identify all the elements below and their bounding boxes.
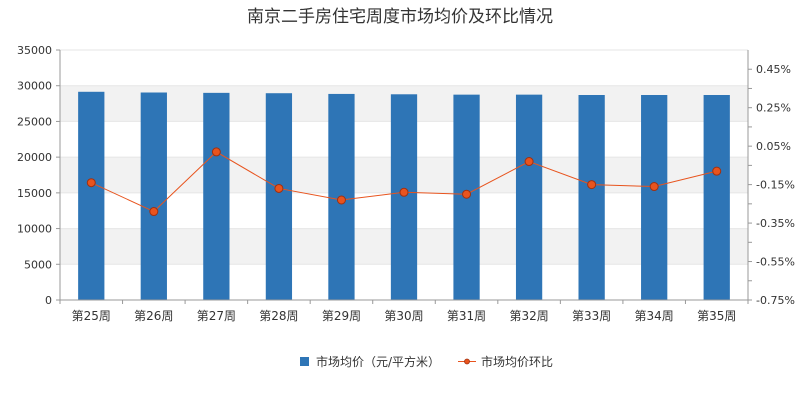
x-tick-label: 第33周 — [572, 309, 611, 323]
bar — [515, 94, 543, 301]
bar — [390, 94, 418, 301]
bar — [140, 92, 167, 300]
legend-line-marker — [464, 358, 470, 365]
legend: 市场均价（元/平方米） 市场均价环比 — [300, 354, 553, 369]
legend-line-label: 市场均价环比 — [481, 354, 553, 369]
x-tick-label: 第26周 — [134, 309, 173, 323]
bar — [578, 95, 605, 300]
bar — [265, 93, 293, 300]
right-tick-label: -0.15% — [756, 179, 795, 192]
legend-bar-swatch — [300, 357, 309, 366]
line-point — [336, 195, 346, 205]
right-axis: -0.75% -0.55% -0.35% -0.15% 0.05% 0.25% 0.45% — [747, 50, 795, 307]
line-point — [462, 189, 472, 199]
line-point — [149, 207, 159, 217]
line-point — [649, 182, 659, 192]
bar — [78, 91, 105, 301]
x-tick-label: 第32周 — [509, 309, 548, 323]
line-point — [274, 183, 284, 193]
left-tick-label: 0 — [45, 294, 52, 307]
bar — [203, 92, 230, 300]
bar-series — [78, 91, 730, 301]
x-axis: 第25周 第26周 第27周 第28周 第29周 第30周 第31周 第32周 第33周 第34周… — [59, 299, 749, 323]
x-tick-label: 第34周 — [635, 309, 674, 323]
line-point — [399, 187, 409, 197]
right-tick-label: -0.55% — [756, 256, 795, 269]
x-tick-label: 第25周 — [72, 309, 111, 323]
line-point — [587, 180, 597, 190]
left-tick-label: 30000 — [17, 80, 52, 93]
x-tick-label: 第35周 — [697, 309, 736, 323]
right-tick-label: 0.25% — [756, 102, 791, 115]
line-point — [712, 166, 722, 176]
left-tick-label: 10000 — [17, 223, 52, 236]
grid-band — [60, 50, 748, 86]
left-axis: 0 5000 10000 15000 20000 25000 30000 35000 — [17, 44, 61, 307]
right-tick-label: -0.35% — [756, 217, 795, 230]
chart-title: 南京二手房住宅周度市场均价及环比情况 — [247, 7, 553, 27]
line-point — [524, 157, 534, 167]
left-tick-label: 5000 — [24, 258, 52, 271]
left-tick-label: 25000 — [17, 115, 52, 128]
legend-bar-label: 市场均价（元/平方米） — [316, 354, 440, 369]
x-tick-label: 第31周 — [447, 309, 486, 323]
right-tick-label: 0.45% — [756, 63, 791, 76]
left-tick-label: 20000 — [17, 151, 52, 164]
left-tick-label: 35000 — [17, 44, 52, 57]
x-tick-label: 第30周 — [384, 309, 423, 323]
line-point — [86, 178, 96, 188]
x-tick-label: 第27周 — [197, 309, 236, 323]
right-tick-label: -0.75% — [756, 294, 795, 307]
x-tick-label: 第29周 — [322, 309, 361, 323]
right-tick-label: 0.05% — [756, 140, 791, 153]
line-series — [86, 147, 722, 217]
left-tick-label: 15000 — [17, 187, 52, 200]
bar — [641, 95, 668, 300]
x-tick-label: 第28周 — [259, 309, 298, 323]
line-point — [211, 147, 221, 157]
bar — [703, 95, 730, 300]
